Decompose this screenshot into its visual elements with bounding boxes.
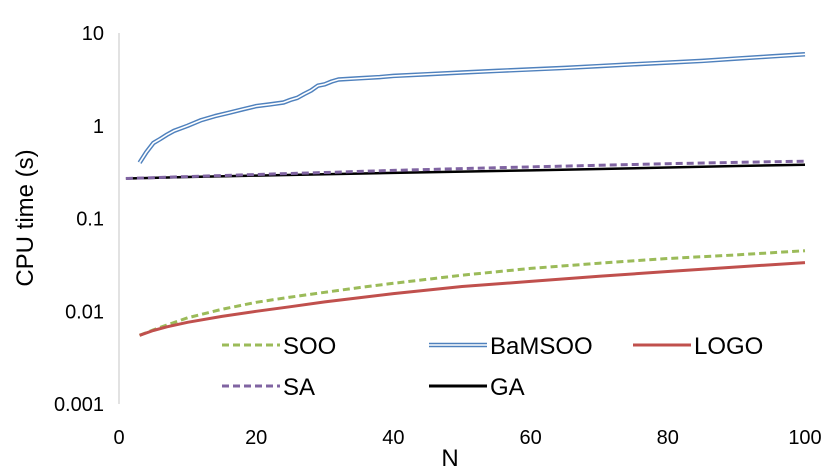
legend-label-bamsoo: BaMSOO [490,333,593,360]
y-tick-label: 0.01 [65,301,104,323]
x-tick-label: 40 [382,427,404,449]
y-tick-label: 1 [93,116,104,138]
legend-label-ga: GA [490,374,525,401]
x-tick-label: 80 [657,427,679,449]
x-axis-title: N [441,445,458,472]
series-line-bamsoo [137,52,806,164]
series-line-soo [139,249,806,337]
y-tick-label: 10 [82,23,104,45]
y-tick-label: 0.001 [54,394,104,416]
x-tick-label: 60 [519,427,541,449]
x-tick-label: 0 [113,427,124,449]
series-line-logo [139,261,806,337]
x-tick-label: 100 [788,427,821,449]
series-layer [125,52,806,337]
legend-label-sa: SA [283,374,315,401]
series-line-ga [125,163,806,180]
y-axis-title: CPU time (s) [12,149,39,286]
series-line-sa [125,159,806,180]
legend: SOO BaMSOO LOGO SA GA [222,333,763,401]
x-tick-label: 20 [245,427,267,449]
x-tick-labels: 0 20 40 60 80 100 [113,427,821,449]
y-tick-labels: 0.001 0.01 0.1 1 10 [54,23,104,416]
y-tick-label: 0.1 [76,209,104,231]
series-line-bamsoo-inner [138,53,806,164]
legend-label-soo: SOO [283,333,336,360]
legend-label-logo: LOGO [694,333,763,360]
